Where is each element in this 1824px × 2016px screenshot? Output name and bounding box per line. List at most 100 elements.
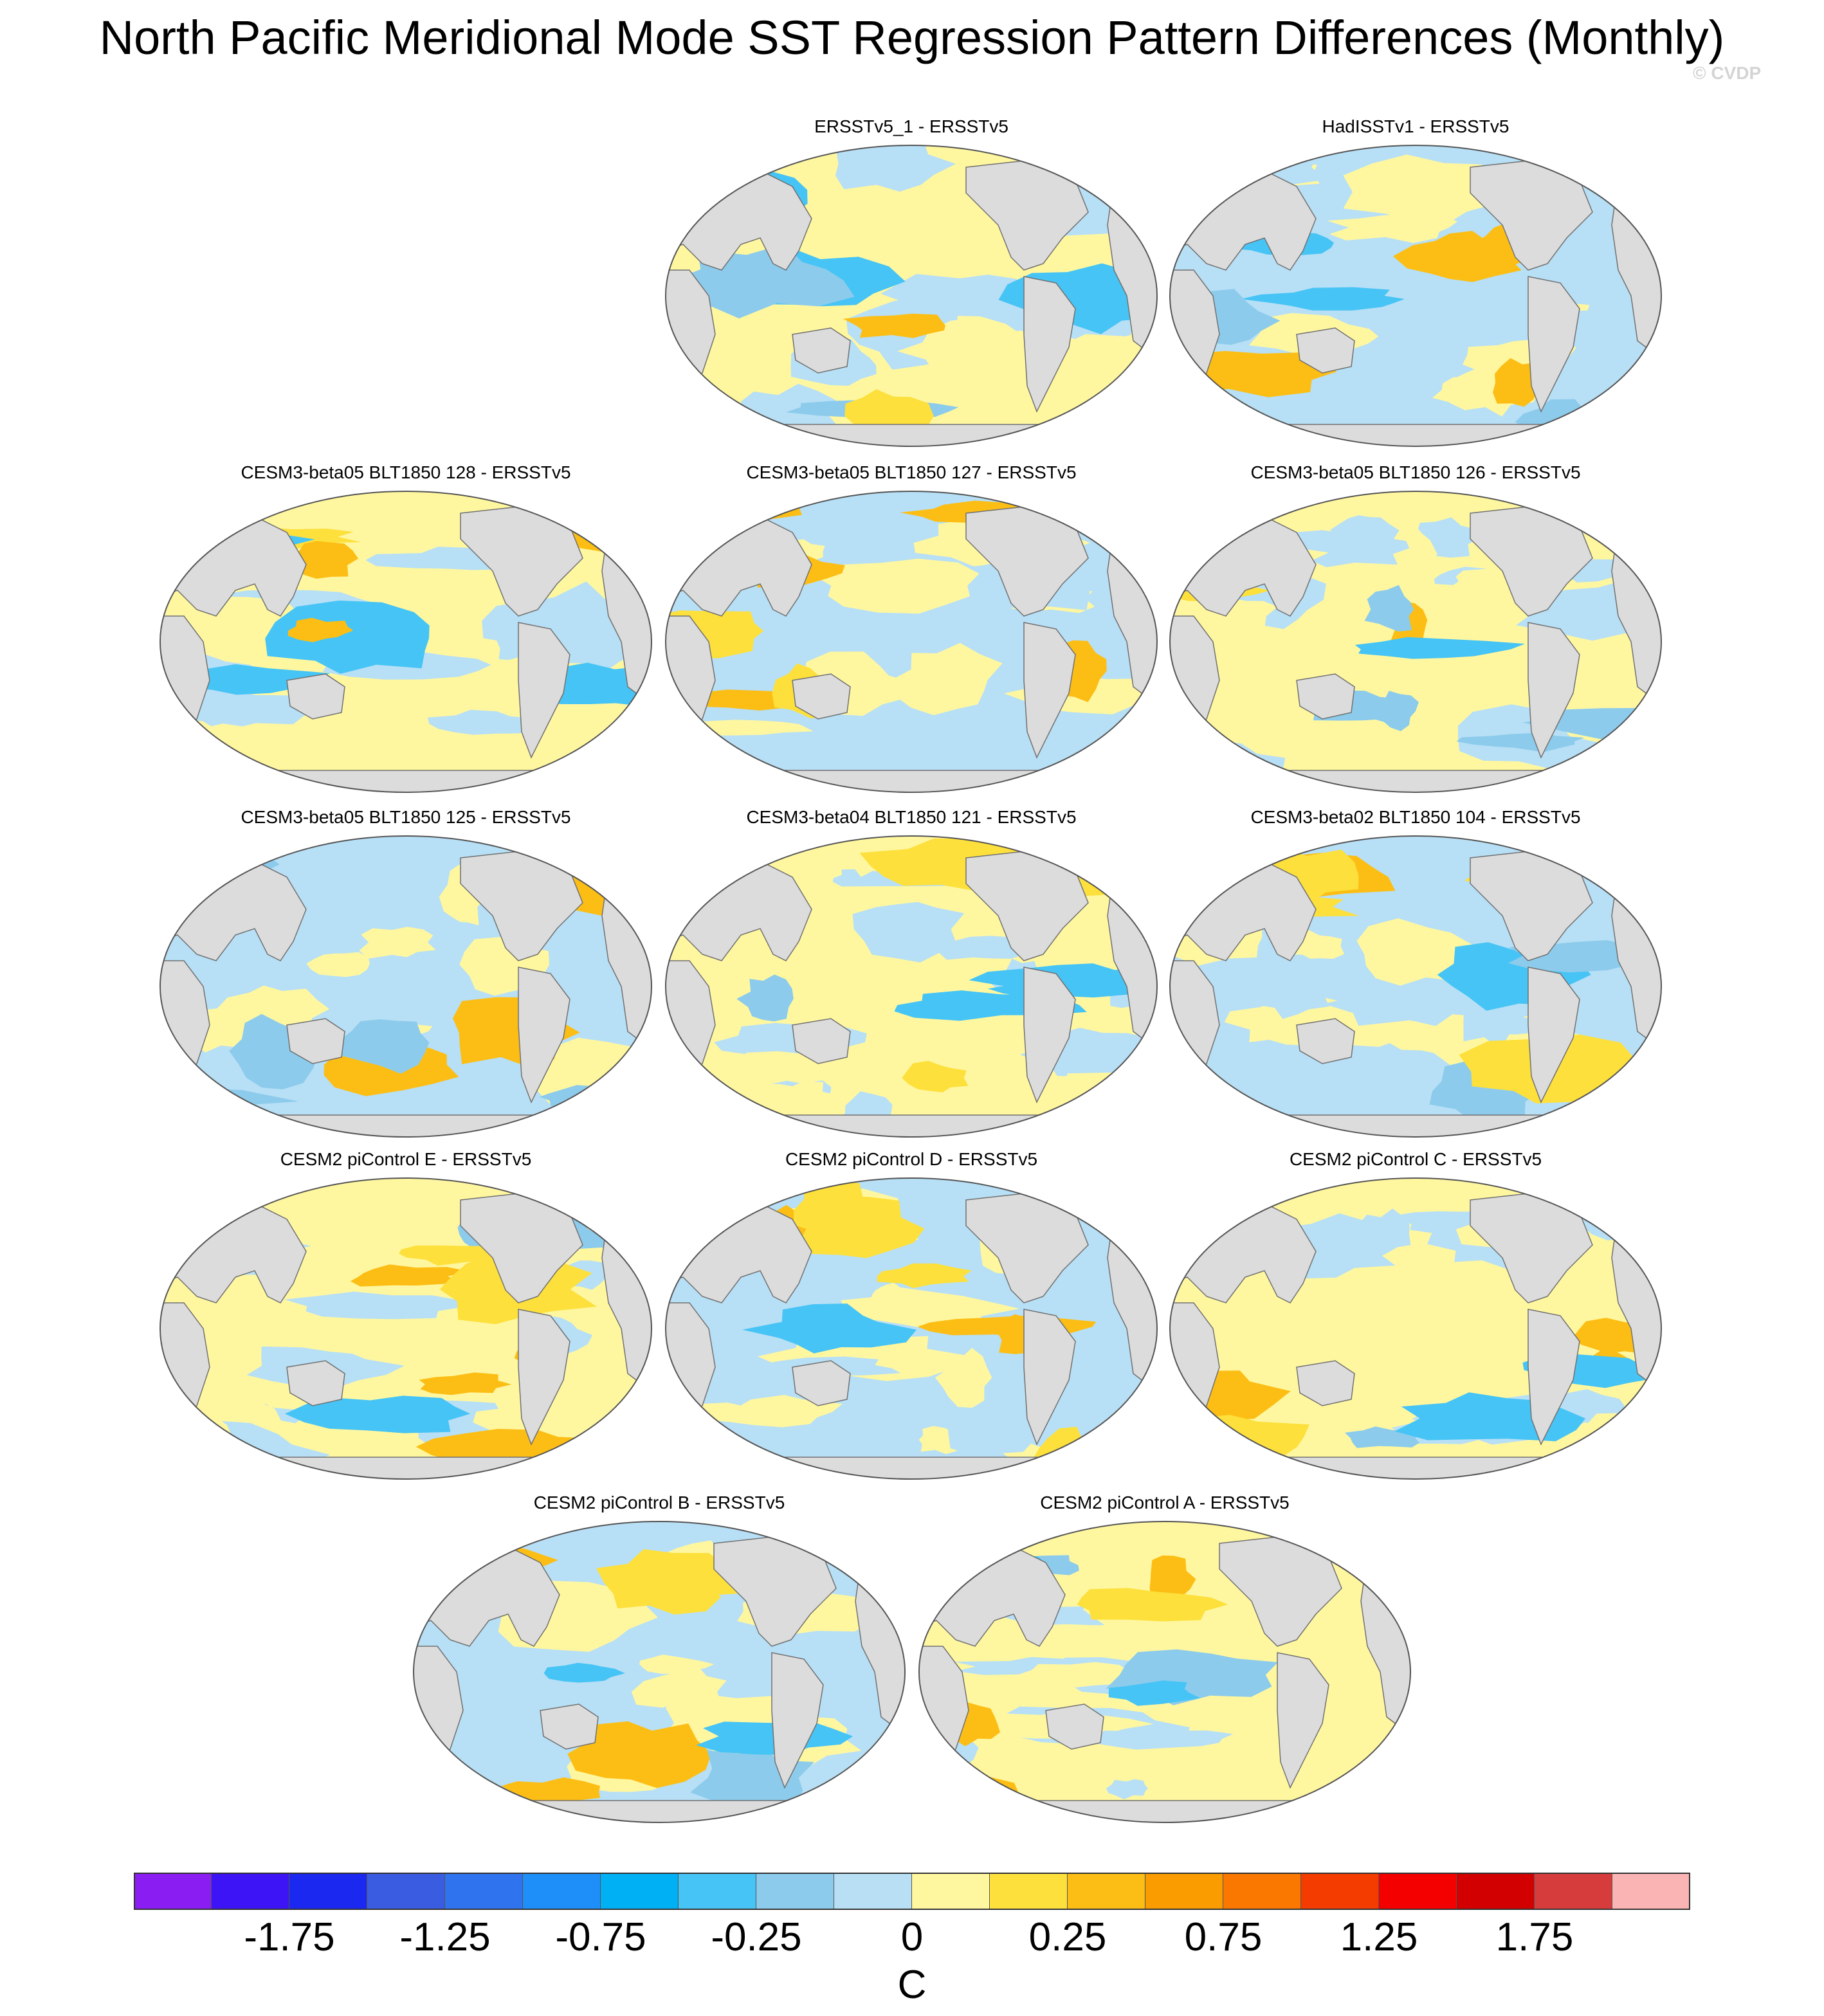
colorbar-swatch: [990, 1873, 1068, 1910]
colorbar-swatch: [445, 1873, 523, 1910]
colorbar-swatch: [834, 1873, 912, 1910]
colorbar-swatch: [601, 1873, 679, 1910]
globe-map: [665, 835, 1158, 1138]
sst-anomaly-region: [897, 328, 1047, 377]
map-panel: CESM3-beta05 BLT1850 128 - ERSSTv5: [158, 462, 653, 796]
sst-anomaly-region: [419, 951, 466, 978]
sst-anomaly-region: [843, 313, 945, 338]
map-panel: CESM3-beta04 BLT1850 121 - ERSSTv5: [664, 806, 1159, 1141]
continent: [540, 1703, 599, 1750]
panel-title: HadISSTv1 - ERSSTv5: [1322, 116, 1509, 136]
sst-anomaly-region: [877, 1263, 972, 1289]
figure-title: North Pacific Meridional Mode SST Regres…: [99, 11, 1725, 64]
globe-outline: [1169, 835, 1662, 1138]
colorbar-swatch: [1223, 1873, 1301, 1910]
sst-anomaly-region: [807, 558, 980, 614]
sst-anomaly-region: [1364, 585, 1414, 631]
sst-anomaly-region: [1149, 1555, 1196, 1604]
sst-anomaly-region: [1292, 653, 1418, 677]
sst-anomaly-region: [160, 1413, 233, 1468]
map-panel: HadISSTv1 - ERSSTv5: [1168, 116, 1663, 450]
colorbar-swatch: [1535, 1873, 1612, 1910]
colorbar-tick-label: -1.75: [244, 1915, 335, 1959]
colorbar-tick-label: -1.25: [399, 1915, 491, 1959]
continent: [796, 1521, 862, 1544]
panel-title: CESM2 piControl B - ERSSTv5: [533, 1493, 785, 1512]
sst-anomaly-region: [1591, 1206, 1655, 1230]
map-panel: CESM3-beta02 BLT1850 104 - ERSSTv5: [1168, 806, 1663, 1141]
continent: [1528, 1309, 1580, 1446]
sst-anomaly-region: [399, 1245, 513, 1266]
continent: [1553, 836, 1619, 858]
sst-anomaly-region: [217, 1303, 328, 1336]
panel-title: CESM2 piControl C - ERSSTv5: [1289, 1149, 1542, 1169]
globe-outline: [1169, 1177, 1662, 1480]
continent: [1528, 967, 1580, 1103]
continent: [286, 673, 345, 720]
sst-anomaly-region: [1091, 1730, 1234, 1750]
sst-anomaly-region: [1385, 516, 1437, 593]
sst-anomaly-region: [336, 1019, 430, 1074]
sst-anomaly-region: [350, 1264, 468, 1287]
continent: [1296, 327, 1355, 374]
sst-anomaly-region: [736, 974, 794, 1022]
globe-outline: [160, 491, 652, 793]
sst-anomaly-region: [1578, 1187, 1661, 1240]
colorbar-swatch: [134, 1873, 212, 1910]
globe-outline: [1169, 491, 1662, 793]
credit-watermark: © CVDP: [1693, 63, 1762, 83]
continent: [286, 1360, 345, 1406]
continent: [1528, 276, 1580, 413]
continent: [1048, 1178, 1115, 1201]
sst-anomaly-region: [774, 1421, 960, 1454]
panel-title: CESM3-beta05 BLT1850 127 - ERSSTv5: [746, 462, 1077, 482]
sst-anomaly-region: [427, 709, 540, 735]
globe-map: [1169, 1177, 1662, 1480]
sst-anomaly-region: [1392, 231, 1522, 282]
globe-map: [665, 1177, 1158, 1480]
globe-map: [1169, 145, 1662, 447]
sst-anomaly-region: [359, 927, 436, 959]
colorbar-swatch: [679, 1873, 756, 1910]
colorbar-tick-label: -0.25: [711, 1915, 802, 1959]
sst-anomaly-region: [1372, 691, 1419, 731]
sst-anomaly-region: [1456, 732, 1585, 752]
sst-anomaly-region: [1354, 637, 1526, 659]
colorbar-swatch: [289, 1873, 367, 1910]
sst-anomaly-region: [835, 145, 956, 192]
continent: [1553, 491, 1619, 514]
globe-outline: [1169, 145, 1662, 447]
sst-anomaly-region: [1444, 1327, 1489, 1351]
sst-anomaly-region: [646, 1626, 801, 1652]
sst-anomaly-region: [1255, 967, 1330, 1019]
globe-map: [1169, 491, 1662, 793]
continent: [1277, 1652, 1329, 1789]
continent: [792, 1018, 851, 1064]
map-panel: CESM3-beta05 BLT1850 125 - ERSSTv5: [158, 806, 653, 1141]
continent: [518, 967, 570, 1103]
sst-anomaly-region: [639, 1655, 715, 1675]
continent: [1528, 622, 1580, 759]
globe-outline: [918, 1521, 1411, 1823]
continent: [543, 1178, 609, 1201]
sst-anomaly-region: [1016, 741, 1115, 785]
map-panel: CESM2 piControl C - ERSSTv5: [1168, 1149, 1663, 1483]
sst-anomaly-region: [387, 1324, 529, 1370]
map-panel: CESM3-beta05 BLT1850 127 - ERSSTv5: [664, 462, 1159, 796]
continent: [518, 1309, 570, 1446]
continent: [771, 1652, 824, 1789]
globe-map: [413, 1521, 906, 1823]
sst-anomaly-region: [1327, 213, 1458, 243]
continent: [286, 1018, 345, 1064]
panel-title: CESM2 piControl E - ERSSTv5: [280, 1149, 532, 1169]
colorbar-unit: C: [897, 1963, 927, 2007]
sst-anomaly-region: [1239, 1734, 1290, 1763]
continent: [1048, 491, 1115, 514]
sst-anomaly-region: [1057, 491, 1157, 532]
sst-anomaly-region: [160, 723, 266, 768]
panel-title: CESM3-beta04 BLT1850 121 - ERSSTv5: [746, 807, 1077, 827]
globe-outline: [160, 835, 652, 1138]
globe-map: [665, 491, 1158, 793]
panel-title: CESM2 piControl A - ERSSTv5: [1040, 1493, 1290, 1512]
colorbar-swatch: [1457, 1873, 1535, 1910]
